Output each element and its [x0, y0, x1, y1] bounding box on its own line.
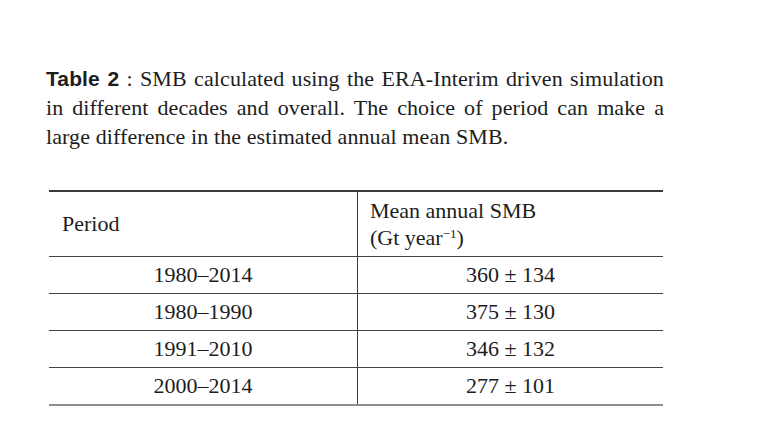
period-cell: 1980–1990 — [49, 294, 357, 330]
period-cell: 1991–2010 — [49, 331, 357, 367]
smb-value-cell: 375 ± 130 — [357, 294, 663, 330]
smb-unit-suffix: ) — [457, 225, 464, 250]
column-header-smb-unit: (Gt year−1) — [370, 224, 663, 251]
column-header-smb-line1: Mean annual SMB — [370, 197, 663, 224]
smb-value-cell: 277 ± 101 — [357, 368, 663, 404]
smb-value-cell: 346 ± 132 — [357, 331, 663, 367]
table-row: 1980–1990 375 ± 130 — [49, 294, 663, 331]
column-header-smb: Mean annual SMB (Gt year−1) — [357, 192, 663, 256]
column-header-period: Period — [49, 192, 357, 256]
table-header-row: Period Mean annual SMB (Gt year−1) — [49, 192, 663, 257]
table-row: 1991–2010 346 ± 132 — [49, 331, 663, 368]
table-row: 1980–2014 360 ± 134 — [49, 257, 663, 294]
table-caption-label: Table 2 — [46, 67, 119, 90]
table-caption-separator: : — [119, 66, 140, 91]
table-row: 2000–2014 277 ± 101 — [49, 368, 663, 404]
period-cell: 2000–2014 — [49, 368, 357, 404]
period-cell: 1980–2014 — [49, 257, 357, 293]
table-caption: Table 2 : SMB calculated using the ERA-I… — [46, 64, 664, 151]
smb-table: Period Mean annual SMB (Gt year−1) 1980–… — [49, 190, 663, 406]
smb-value-cell: 360 ± 134 — [357, 257, 663, 293]
smb-unit-prefix: (Gt year — [370, 225, 443, 250]
smb-unit-exponent: −1 — [443, 226, 457, 241]
